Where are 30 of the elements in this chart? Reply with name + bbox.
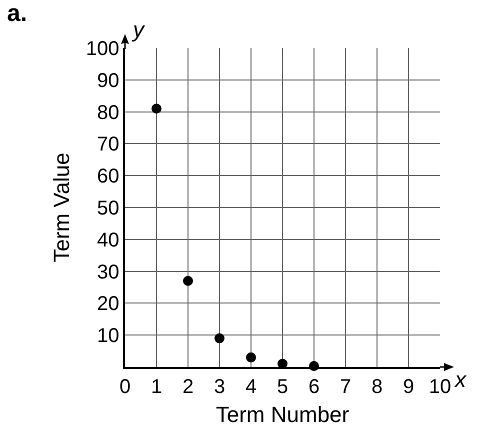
- y-tick-label: 40: [97, 229, 120, 252]
- y-tick-label: 50: [97, 198, 120, 220]
- y-tick-label: 100: [86, 38, 120, 60]
- x-tick-label: 5: [276, 376, 288, 398]
- y-tick-label: 60: [97, 166, 120, 188]
- point: [214, 333, 224, 344]
- x-tick-label: 8: [371, 376, 383, 398]
- x-axis-title: Term Number: [216, 402, 350, 428]
- chart-title: a.: [7, 0, 28, 27]
- text: x: [454, 367, 467, 392]
- point: [246, 352, 256, 362]
- y-tick-label: 70: [97, 134, 120, 156]
- y-axis-title: Term Value: [49, 152, 74, 262]
- y-tick-label: 30: [97, 261, 120, 284]
- x-tick-label: 1: [150, 376, 162, 398]
- x-tick-label: 3: [214, 376, 226, 398]
- point: [183, 276, 193, 286]
- x-tick-label: 4: [245, 376, 257, 398]
- y-tick-label: 90: [97, 70, 120, 92]
- x-tick-label: 0: [119, 376, 131, 398]
- x-tick-label: 2: [182, 376, 194, 398]
- text: y: [131, 17, 146, 42]
- x-tick-label: 10: [428, 376, 452, 398]
- y-tick-label: 80: [97, 102, 120, 124]
- y-tick-label: 10: [97, 325, 120, 348]
- x-tick-label: 6: [308, 376, 320, 398]
- point: [152, 104, 162, 114]
- x-tick-label: 7: [340, 376, 352, 398]
- x-tick-label: 9: [402, 376, 414, 398]
- y-tick-label: 20: [97, 293, 120, 316]
